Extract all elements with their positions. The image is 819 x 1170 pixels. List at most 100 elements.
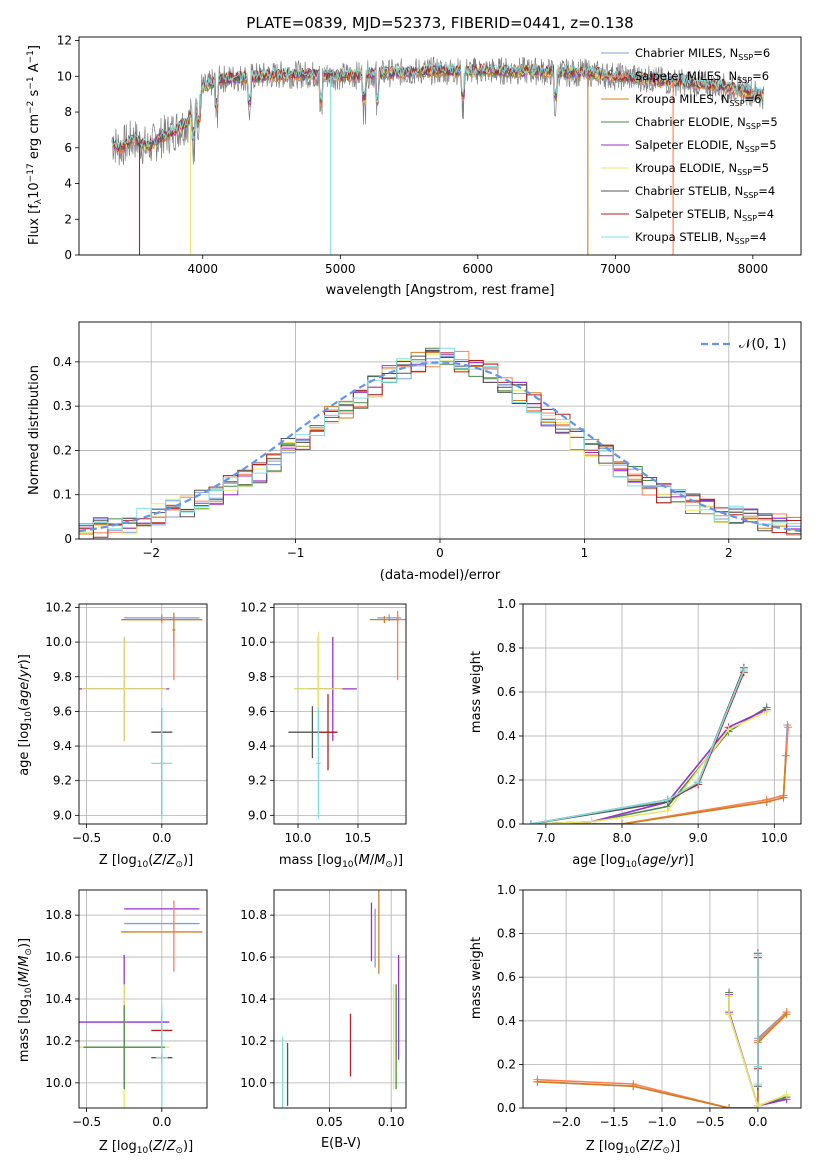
y-tick-label: 0.4 — [497, 729, 516, 743]
weight-marker — [724, 725, 733, 734]
y-tick-label: 10 — [57, 69, 72, 83]
weight-series-line — [728, 996, 787, 1107]
x-tick-label: 7000 — [600, 262, 631, 276]
legend-label: 𝒩(0, 1) — [739, 337, 786, 352]
y-tick-label: 10.0 — [45, 1076, 72, 1090]
y-tick-label: 10.0 — [240, 635, 267, 649]
legend-label-sub: SSP — [746, 122, 761, 131]
y-tick-label: 0.2 — [497, 773, 516, 787]
grid-mass_vs_ebv — [274, 890, 406, 1108]
legend-label-tail: =5 — [761, 115, 778, 129]
content-weight_vs_age — [526, 663, 793, 824]
legend-label: Kroupa ELODIE, NSSP=5 — [635, 161, 769, 177]
y-tick-label: 10.8 — [45, 908, 72, 922]
axes-mass_vs_Z: −0.5 0.0 10.0 10.2 10.4 10.6 10.8 — [45, 889, 208, 1129]
x-tick-label: 0 — [436, 546, 444, 560]
y-tick-label: 0.2 — [497, 1057, 516, 1071]
y-tick-label: 4 — [64, 177, 72, 191]
x-tick-label: 10.0 — [761, 831, 788, 845]
Z-xlabel-top: Z [log10(Z/Z⊙)] — [99, 853, 193, 870]
y-tick-label: 10.6 — [240, 950, 267, 964]
legend-label-sub: SSP — [737, 168, 752, 177]
legend-label: Chabrier STELIB, NSSP=4 — [635, 184, 775, 200]
axes-spectrum: 4000 5000 6000 7000 8000 0 2 4 6 8 10 12 Chabrier MI… — [57, 34, 802, 276]
weight-marker — [694, 778, 703, 787]
x-tick-label: −1.5 — [599, 1115, 628, 1129]
y-tick-label: 9.0 — [248, 808, 267, 822]
y-tick-label: 10.4 — [240, 992, 267, 1006]
legend-label-main: Kroupa MILES, N — [635, 92, 730, 106]
axes-weight_vs_age: 7.0 8.0 9.0 10.0 0.0 0.2 0.4 0.6 0.8 1.0 — [497, 597, 802, 845]
x-tick-label: 8000 — [738, 262, 769, 276]
x-tick-label: −0.5 — [695, 1115, 724, 1129]
axes-weight_vs_Z: −2.0 −1.5 −1.0 −0.5 0.0 0.0 0.2 0.4 0.6 0.8 1.0 — [497, 883, 802, 1129]
errorbar-point — [316, 707, 321, 819]
Z-xlabel-bottom: Z [log10(Z/Z⊙)] — [99, 1139, 193, 1156]
normal-curve-line — [79, 361, 801, 533]
content-mass_vs_Z — [79, 900, 203, 1108]
legend-label-tail: =6 — [753, 46, 770, 60]
weight-series-line — [530, 669, 745, 824]
frame-age_vs_mass — [273, 603, 407, 825]
errorbar-point — [155, 1005, 168, 1108]
y-tick-label: 0.0 — [497, 817, 516, 831]
x-tick-label: 0.0 — [152, 831, 171, 845]
x-tick-label: 9.0 — [689, 831, 708, 845]
errorbar-point — [82, 636, 167, 741]
y-tick-label: 0.0 — [497, 1101, 516, 1115]
frame-residual_hist — [78, 321, 802, 540]
weight-marker — [779, 793, 788, 802]
legend-label-main: Kroupa STELIB, N — [635, 230, 735, 244]
x-tick-label: −0.5 — [72, 831, 101, 845]
x-tick-label: 7.0 — [536, 831, 555, 845]
ebv-xlabel: E(B-V) — [321, 1136, 361, 1151]
legend-label-tail: =6 — [745, 92, 762, 106]
y-tick-label: 10.0 — [45, 635, 72, 649]
weight-marker — [725, 992, 734, 1001]
content-age_vs_mass — [288, 610, 406, 819]
age-ylabel: age [log10(age/yr)] — [17, 654, 34, 776]
y-tick-label: 0.1 — [53, 488, 72, 502]
x-tick-label: 0.10 — [378, 1115, 405, 1129]
spectrum-model-line — [111, 63, 764, 151]
y-tick-label: 2 — [64, 212, 72, 226]
y-tick-label: 9.8 — [53, 670, 72, 684]
y-tick-label: 0.8 — [497, 641, 516, 655]
y-tick-label: 1.0 — [497, 597, 516, 611]
errorbar-point — [83, 1005, 165, 1090]
y-tick-label: 0 — [64, 248, 72, 262]
grid-mass_vs_Z — [79, 890, 207, 1108]
legend-label-main: Salpeter ELODIE, N — [635, 138, 745, 152]
y-tick-label: 0.6 — [497, 685, 516, 699]
content-age_vs_Z — [79, 612, 203, 819]
x-tick-label: −2.0 — [552, 1115, 581, 1129]
legend-label-tail: =4 — [750, 230, 767, 244]
y-tick-label: 0 — [64, 532, 72, 546]
x-tick-label: 0.05 — [316, 1115, 343, 1129]
weight-marker — [781, 751, 790, 760]
legend-label-sub: SSP — [742, 214, 757, 223]
weight-Z-ylabel: mass weight — [469, 937, 484, 1019]
y-tick-label: 0.4 — [497, 1014, 516, 1028]
y-tick-label: 9.4 — [248, 739, 267, 753]
legend-label-tail: =4 — [757, 207, 774, 221]
frame-weight_vs_Z — [522, 889, 802, 1109]
mass-ylabel: mass [log10(M/M⊙)] — [17, 938, 34, 1062]
weight-marker — [533, 1077, 542, 1086]
weight-marker — [762, 798, 771, 806]
legend-label-main: Kroupa ELODIE, N — [635, 161, 737, 175]
weight-marker — [587, 817, 596, 824]
y-tick-label: 10.2 — [240, 600, 267, 614]
legend-label: Salpeter STELIB, NSSP=4 — [635, 207, 774, 223]
weight-marker — [663, 795, 672, 804]
content-mass_vs_ebv — [281, 890, 400, 1108]
frame-weight_vs_age — [522, 603, 802, 825]
legend-label-sub: SSP — [737, 76, 752, 85]
y-tick-label: 9.2 — [248, 774, 267, 788]
frame-mass_vs_Z — [78, 889, 208, 1109]
weight-marker — [762, 707, 771, 716]
spectrum-model-line — [111, 62, 764, 149]
